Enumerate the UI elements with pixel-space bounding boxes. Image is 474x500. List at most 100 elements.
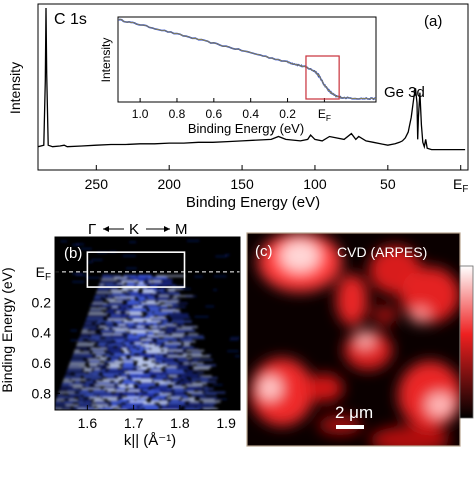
arpes-intensity-streak: [160, 373, 180, 376]
direction-m: M: [175, 221, 188, 238]
arpes-intensity-streak: [62, 407, 73, 410]
panel-b-frame: [54, 236, 241, 411]
arpes-intensity-streak: [203, 402, 217, 405]
arpes-intensity-streak: [156, 340, 168, 343]
arpes-intensity-streak: [155, 386, 168, 389]
arpes-intensity-streak: [82, 327, 90, 330]
arpes-intensity-streak: [136, 362, 156, 365]
arpes-intensity-streak: [187, 347, 199, 350]
arpes-intensity-streak: [114, 329, 126, 332]
arpes-intensity-streak: [199, 396, 217, 400]
arpes-intensity-streak: [168, 351, 174, 354]
arpes-noise-streak: [213, 289, 218, 291]
arpes-intensity-streak: [104, 406, 120, 409]
arpes-intensity-streak: [192, 395, 206, 398]
arpes-intensity-streak: [172, 304, 179, 307]
arpes-intensity-streak: [132, 318, 152, 321]
arpes-intensity-streak: [169, 298, 181, 301]
arpes-noise-streak: [159, 321, 165, 323]
arpes-intensity-streak: [107, 344, 124, 347]
inset-x-tick-label: EF: [318, 107, 331, 123]
arpes-intensity-streak: [106, 309, 115, 312]
arpes-intensity-streak: [127, 389, 140, 392]
arpes-intensity-streak: [114, 296, 135, 299]
arpes-intensity-streak: [117, 376, 127, 380]
arpes-intensity-streak: [84, 400, 91, 403]
arpes-intensity-streak: [79, 404, 90, 407]
arpes-intensity-streak: [153, 289, 164, 292]
arpes-intensity-streak: [187, 391, 203, 394]
arpes-intensity-streak: [168, 402, 185, 405]
inset-frame: [117, 16, 377, 103]
arpes-intensity-streak: [179, 364, 193, 367]
arpes-intensity-streak: [107, 398, 118, 401]
arpes-intensity-streak: [149, 373, 161, 376]
arpes-intensity-streak: [113, 393, 120, 396]
arpes-intensity-streak: [102, 396, 118, 400]
arpes-intensity-streak: [66, 389, 81, 392]
arpes-intensity-streak: [193, 367, 210, 370]
arpes-intensity-streak: [65, 373, 71, 376]
arpes-intensity-streak: [201, 380, 217, 383]
arpes-intensity-streak: [183, 378, 189, 381]
arpes-noise-streak: [126, 267, 137, 270]
arpes-intensity-streak: [191, 356, 201, 360]
arpes-intensity-streak: [129, 309, 147, 312]
arpes-intensity-streak: [135, 391, 143, 394]
arpes-intensity-streak: [163, 346, 178, 349]
arpes-intensity-streak: [107, 295, 120, 298]
arpes-intensity-streak: [123, 358, 134, 361]
arpes-noise-streak: [68, 388, 77, 390]
arpes-noise-streak: [88, 261, 93, 263]
arpes-intensity-streak: [162, 322, 173, 325]
panel-c: (c) CVD (ARPES) 2 μm: [246, 232, 474, 447]
arpes-intensity-streak: [123, 342, 130, 345]
arpes-intensity-streak: [77, 340, 88, 343]
arpes-intensity-streak: [179, 360, 198, 363]
arpes-intensity-streak: [105, 284, 124, 287]
arpes-intensity-streak: [88, 371, 101, 374]
arpes-intensity-streak: [152, 376, 169, 380]
arpes-intensity-streak: [87, 315, 107, 318]
arpes-intensity-streak: [157, 333, 169, 336]
inset-x-tick-label: 0.8: [169, 107, 186, 121]
arpes-intensity-streak: [118, 278, 132, 281]
arpes-intensity-streak: [156, 338, 178, 341]
arpes-intensity-streak: [125, 336, 140, 340]
arpes-intensity-streak: [95, 402, 111, 405]
arpes-intensity-streak: [176, 327, 193, 330]
arpes-intensity-streak: [196, 364, 216, 367]
arpes-intensity-streak: [79, 391, 91, 394]
arpes-intensity-streak: [84, 322, 92, 325]
arpes-intensity-streak: [57, 395, 69, 398]
arpes-intensity-streak: [102, 367, 108, 370]
arpes-intensity-streak: [121, 347, 127, 350]
arpes-intensity-streak: [68, 393, 86, 396]
arpes-intensity-streak: [203, 387, 214, 390]
panel-a-x-tick-label: 50: [380, 176, 396, 192]
arpes-intensity-streak: [161, 398, 168, 401]
panel-b-x-tick-label: 1.8: [170, 415, 190, 431]
arpes-noise-streak: [229, 339, 239, 341]
arpes-intensity-streak: [86, 318, 104, 321]
panel-b-letter: (b): [64, 245, 82, 262]
arpes-intensity-streak: [104, 360, 115, 363]
panel-b-x-ticks: 1.6 1.7 1.8 1.9: [78, 405, 236, 431]
arpes-intensity-streak: [113, 320, 122, 323]
arpes-intensity-streak: [95, 353, 110, 356]
arpes-intensity-streak: [117, 375, 137, 378]
arpes-intensity-streak: [158, 295, 169, 298]
arpes-intensity-streak: [87, 358, 106, 361]
arpes-intensity-streak: [55, 404, 66, 407]
arpes-intensity-streak: [106, 298, 116, 301]
arpes-intensity-streak: [97, 344, 106, 347]
arpes-intensity-streak: [95, 393, 114, 396]
panel-a-x-tick-label: 200: [158, 176, 182, 192]
arpes-intensity-streak: [160, 304, 173, 307]
arpes-intensity-streak: [73, 351, 90, 354]
arpes-intensity-streak: [144, 346, 160, 349]
arpes-intensity-streak: [95, 293, 112, 296]
arpes-intensity-streak: [169, 315, 189, 318]
arpes-intensity-streak: [111, 305, 118, 309]
